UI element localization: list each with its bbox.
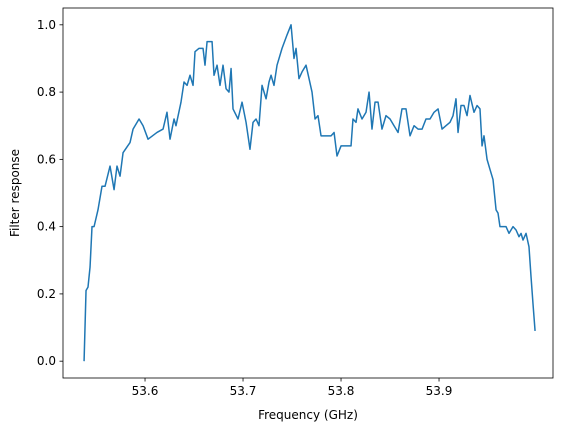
y-tick-label: 0.8 (37, 85, 56, 99)
x-tick-label: 53.9 (426, 384, 453, 398)
x-axis-label: Frequency (GHz) (258, 408, 358, 422)
y-tick-label: 0.6 (37, 152, 56, 166)
y-axis-label: Filter response (8, 149, 22, 237)
x-tick-label: 53.8 (328, 384, 355, 398)
y-tick-label: 0.2 (37, 287, 56, 301)
y-tick-label: 1.0 (37, 18, 56, 32)
axes-frame (62, 7, 554, 379)
x-tick-label: 53.6 (132, 384, 159, 398)
y-tick-label: 0.4 (37, 220, 56, 234)
data-line (83, 24, 536, 362)
y-tick-label: 0.0 (37, 354, 56, 368)
x-tick-label: 53.7 (230, 384, 257, 398)
